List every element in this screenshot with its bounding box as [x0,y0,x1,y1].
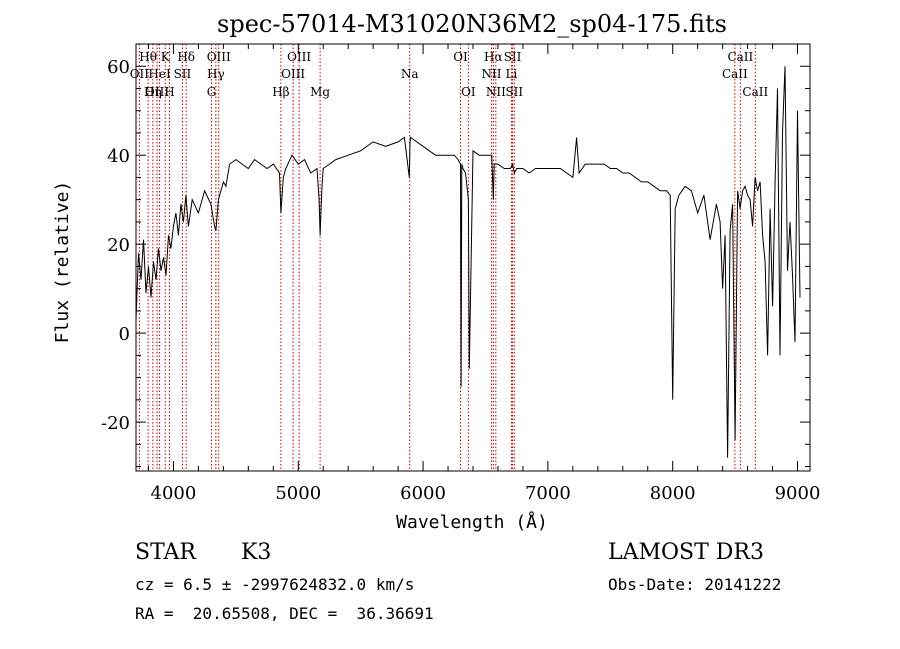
y-tick-label-2: 20 [107,235,130,256]
line-label-23: Li [506,67,518,81]
x-tick-label-1: 5000 [275,483,321,504]
x-tick-label-5: 9000 [775,483,821,504]
line-label-10: Hγ [207,67,225,81]
line-label-12: OIII [287,50,311,64]
x-axis-label: Wavelength (Å) [396,511,548,533]
line-label-22: SII [504,50,522,64]
y-tick-label-4: 60 [107,57,130,78]
line-label-15: Mg [310,85,330,99]
y-tick-label-0: -20 [101,413,130,434]
observation-date: Obs-Date: 20141222 [608,575,782,594]
chart-title: spec-57014-M31020N36M2_sp04-175.fits [217,10,727,38]
line-label-3: K [161,50,171,64]
line-label-25: CaII [727,50,753,64]
line-label-0: Hθ [139,50,157,64]
line-label-13: OIII [281,67,305,81]
y-tick-label-3: 40 [107,146,130,167]
line-label-17: OI [453,50,468,64]
line-label-20: NII [481,67,501,81]
plot-frame [135,43,811,472]
line-label-2: OIII [145,85,169,99]
line-label-27: CaII [742,85,768,99]
object-class: STAR [135,540,196,565]
x-tick-label-0: 4000 [151,483,197,504]
axes: 4000 5000 6000 7000 8000 9000 -20 0 20 40 60 [101,43,821,504]
survey-name: LAMOST DR3 [608,540,764,565]
line-label-9: OIII [207,50,231,64]
x-tick-label-3: 7000 [525,483,571,504]
x-tick-label-2: 6000 [400,483,446,504]
y-axis-label: Flux (relative) [52,181,73,344]
line-label-4: HeI [148,67,171,81]
spectrum-line [135,66,801,458]
line-label-7: H [164,85,174,99]
line-label-19: Hα [484,50,503,64]
redshift-readout: cz = 6.5 ± -2997624832.0 km/s [135,575,415,594]
line-label-16: Na [401,67,419,81]
line-label-11: G [207,85,217,99]
coordinates-readout: RA = 20.65508, DEC = 36.36691 [135,604,434,623]
line-label-1: OII [130,67,150,81]
line-label-24: SII [505,85,523,99]
line-label-26: CaII [722,67,748,81]
line-label-6: SII [174,67,192,81]
line-label-21: NII [486,85,506,99]
line-label-5: Hη [144,85,162,99]
object-subclass: K3 [241,540,272,565]
y-tick-label-1: 0 [119,324,130,345]
x-tick-label-4: 8000 [650,483,696,504]
line-label-8: Hδ [177,50,195,64]
line-label-14: Hβ [272,85,289,99]
line-label-18: OI [461,85,476,99]
